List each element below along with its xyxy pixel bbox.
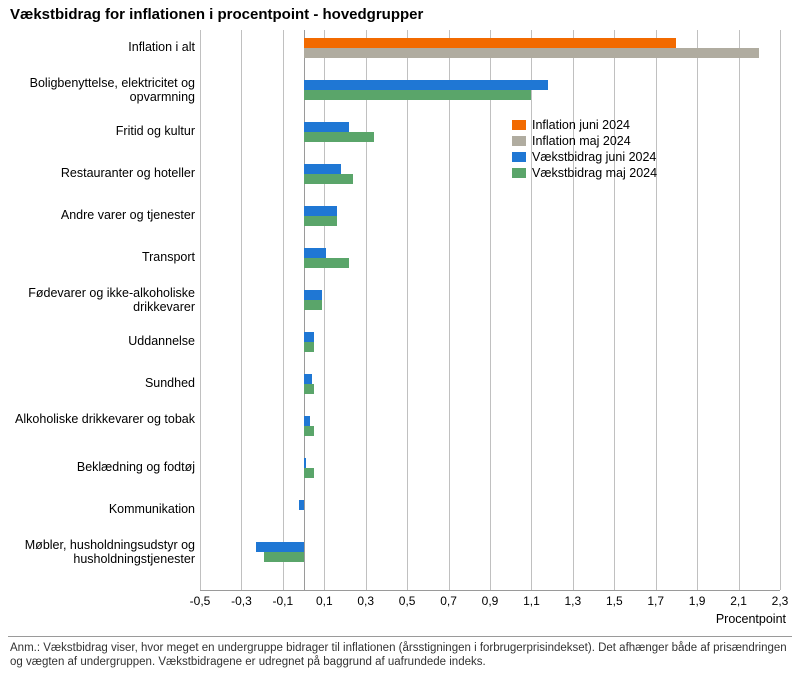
bar [304,342,314,352]
grid-line [200,30,201,590]
x-tick-label: 0,7 [429,594,469,608]
bar [304,300,323,310]
x-tick-label: 2,3 [760,594,800,608]
x-tick-label: 1,7 [636,594,676,608]
legend-item: Inflation maj 2024 [512,134,657,148]
category-label: Fritid og kultur [5,124,195,138]
legend-label: Vækstbidrag juni 2024 [532,150,656,164]
category-label: Inflation i alt [5,40,195,54]
bar [299,500,303,510]
legend-label: Inflation maj 2024 [532,134,631,148]
legend-item: Inflation juni 2024 [512,118,657,132]
grid-line [366,30,367,590]
legend-label: Inflation juni 2024 [532,118,630,132]
bar [304,48,760,58]
x-axis-line [200,590,780,591]
x-tick-label: 1,5 [594,594,634,608]
bar [304,80,548,90]
zero-line [304,30,305,590]
bar [256,542,304,552]
grid-line [656,30,657,590]
grid-line [573,30,574,590]
category-label: Beklædning og fodtøj [5,460,195,474]
bar [304,164,341,174]
grid-line [324,30,325,590]
category-label: Andre varer og tjenester [5,208,195,222]
category-label: Fødevarer og ikke-alkoholiske drikkevare… [5,286,195,315]
x-tick-label: -0,1 [263,594,303,608]
footnote-text: Anm.: Vækstbidrag viser, hvor meget en u… [10,641,790,670]
plot-area: -0,5-0,3-0,10,10,30,50,70,91,11,31,51,71… [200,30,780,590]
bar [304,416,310,426]
bar [304,468,314,478]
grid-line [614,30,615,590]
bar [304,426,314,436]
bar [304,38,677,48]
x-tick-label: 1,9 [677,594,717,608]
grid-line [490,30,491,590]
legend-swatch [512,168,526,178]
bar [304,384,314,394]
bar [304,132,374,142]
legend-swatch [512,120,526,130]
bar [304,90,532,100]
legend-item: Vækstbidrag juni 2024 [512,150,657,164]
x-tick-label: 2,1 [719,594,759,608]
grid-line [697,30,698,590]
category-label: Restauranter og hoteller [5,166,195,180]
bar [304,174,354,184]
legend-label: Vækstbidrag maj 2024 [532,166,657,180]
grid-line [531,30,532,590]
bar [304,216,337,226]
bar [304,206,337,216]
category-label: Sundhed [5,376,195,390]
x-tick-label: 1,1 [511,594,551,608]
bar [304,332,314,342]
bar [304,290,323,300]
legend-swatch [512,136,526,146]
legend-item: Vækstbidrag maj 2024 [512,166,657,180]
bar [264,552,303,562]
grid-line [739,30,740,590]
x-tick-label: 0,3 [346,594,386,608]
bar [304,374,312,384]
grid-line [780,30,781,590]
category-label: Uddannelse [5,334,195,348]
chart-container: Vækstbidrag for inflationen i procentpoi… [0,0,800,675]
grid-line [449,30,450,590]
category-label: Møbler, husholdningsudstyr og husholdnin… [5,538,195,567]
grid-line [407,30,408,590]
bar [304,248,327,258]
category-label: Transport [5,250,195,264]
grid-line [283,30,284,590]
category-label: Alkoholiske drikkevarer og tobak [5,412,195,426]
footnote-separator [8,636,792,637]
bar [304,258,350,268]
category-label: Kommunikation [5,502,195,516]
grid-line [241,30,242,590]
category-label: Boligbenyttelse, elektricitet og opvarmn… [5,76,195,105]
bar [304,122,350,132]
chart-title: Vækstbidrag for inflationen i procentpoi… [10,6,423,23]
legend: Inflation juni 2024 Inflation maj 2024 Væk… [512,118,657,182]
x-tick-label: 0,9 [470,594,510,608]
x-tick-label: 0,5 [387,594,427,608]
x-tick-label: -0,3 [221,594,261,608]
bar [304,458,306,468]
x-axis-label: Procentpoint [716,612,786,626]
legend-swatch [512,152,526,162]
x-tick-label: 0,1 [304,594,344,608]
x-tick-label: 1,3 [553,594,593,608]
x-tick-label: -0,5 [180,594,220,608]
